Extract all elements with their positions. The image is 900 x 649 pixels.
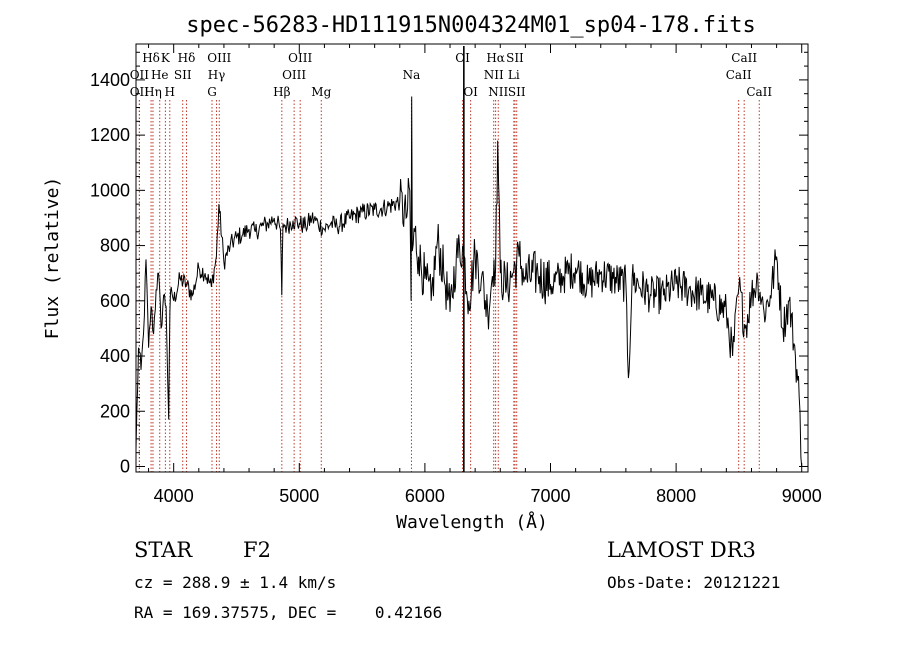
line-label-10: Hγ bbox=[208, 68, 226, 82]
line-label-7: Hη bbox=[144, 85, 162, 99]
x-tick-label: 4000 bbox=[154, 486, 194, 506]
line-label-12: OIII bbox=[288, 51, 312, 65]
y-tick-label: 800 bbox=[100, 236, 130, 256]
line-label-17: OI bbox=[455, 51, 470, 65]
line-label-14: Hβ bbox=[273, 85, 290, 99]
y-tick-label: 1200 bbox=[90, 125, 130, 145]
x-axis-label: Wavelength (Å) bbox=[396, 511, 548, 533]
line-label-20: SII bbox=[506, 51, 524, 65]
line-label-26: CaII bbox=[726, 68, 752, 82]
plot-area bbox=[135, 46, 803, 472]
line-label-16: Na bbox=[403, 68, 421, 82]
line-label-13: OIII bbox=[282, 68, 306, 82]
x-tick-label: 7000 bbox=[530, 486, 570, 506]
line-label-3: OII bbox=[130, 68, 150, 82]
chart-title: spec-56283-HD111915N004324M01_sp04-178.f… bbox=[186, 13, 756, 38]
line-label-24: SII bbox=[508, 85, 526, 99]
line-label-27: CaII bbox=[746, 85, 772, 99]
y-axis-label: Flux (relative) bbox=[42, 177, 63, 340]
observation-date: Obs-Date: 20121221 bbox=[607, 573, 781, 592]
line-label-2: Hδ bbox=[178, 51, 196, 65]
y-tick-label: 200 bbox=[100, 401, 130, 421]
line-label-19: Hα bbox=[486, 51, 505, 65]
y-tick-label: 0 bbox=[120, 456, 130, 476]
plot-frame bbox=[135, 43, 809, 473]
line-label-22: Li bbox=[508, 68, 520, 82]
y-tick-label: 400 bbox=[100, 346, 130, 366]
spectrum-line bbox=[135, 96, 803, 467]
object-class: STAR bbox=[134, 538, 193, 562]
line-label-6: OII bbox=[130, 85, 150, 99]
line-label-8: H bbox=[165, 85, 175, 99]
line-label-15: Mg bbox=[311, 85, 331, 99]
object-subclass: F2 bbox=[243, 538, 271, 562]
y-tick-label: 600 bbox=[100, 291, 130, 311]
line-label-5: SII bbox=[174, 68, 192, 82]
line-label-23: NII bbox=[488, 85, 508, 99]
line-label-1: K bbox=[161, 51, 171, 65]
line-label-21: NII bbox=[484, 68, 504, 82]
y-tick-label: 1000 bbox=[90, 180, 130, 200]
line-label-0: Hδ bbox=[142, 51, 160, 65]
redshift-velocity: cz = 288.9 ± 1.4 km/s bbox=[134, 573, 337, 592]
x-tick-label: 8000 bbox=[656, 486, 696, 506]
line-label-9: OIII bbox=[207, 51, 231, 65]
sky-coordinates: RA = 169.37575, DEC = 0.42166 bbox=[134, 603, 443, 622]
survey-name: LAMOST DR3 bbox=[607, 538, 756, 562]
axis-ticks: 4000 5000 6000 7000 8000 9000 0 200 400 600 800 100… bbox=[90, 44, 822, 506]
x-tick-label: 5000 bbox=[279, 486, 319, 506]
line-label-11: G bbox=[207, 85, 217, 99]
y-tick-label: 1400 bbox=[90, 70, 130, 90]
line-label-25: CaII bbox=[731, 51, 757, 65]
line-label-18: OI bbox=[463, 85, 478, 99]
line-label-4: He bbox=[151, 68, 169, 82]
x-tick-label: 9000 bbox=[782, 486, 822, 506]
x-tick-label: 6000 bbox=[405, 486, 445, 506]
